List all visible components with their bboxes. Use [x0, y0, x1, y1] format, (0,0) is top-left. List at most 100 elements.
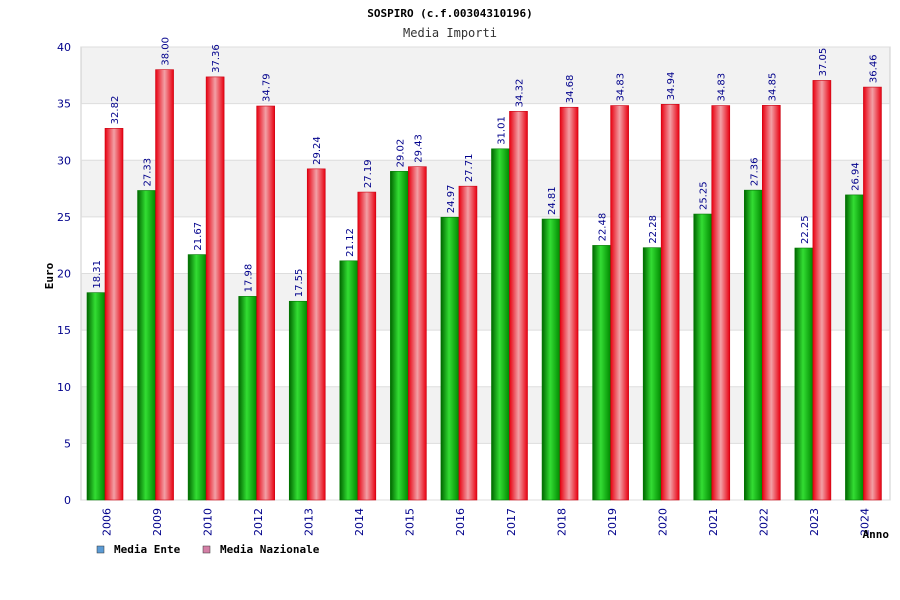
bar-media-nazionale-2009: [155, 69, 174, 501]
y-tick-label: 15: [57, 324, 71, 337]
bar-media-nazionale-2014: [357, 191, 377, 501]
data-label: 34.83: [717, 73, 728, 102]
y-tick-label: 0: [64, 494, 71, 507]
bar-media-ente-2022: [744, 189, 763, 501]
bar-media-nazionale-2012: [256, 105, 275, 501]
data-label: 22.28: [648, 215, 659, 244]
y-tick-label: 35: [57, 98, 71, 111]
legend-label-media-nazionale: Media Nazionale: [220, 543, 320, 556]
bar-media-ente-2017: [491, 148, 510, 501]
legend: Media Ente Media Nazionale: [96, 543, 320, 556]
x-tick-label: 2021: [707, 508, 720, 536]
y-tick-label: 30: [57, 154, 71, 167]
data-label: 37.36: [211, 44, 222, 73]
data-label: 21.12: [345, 228, 356, 257]
y-axis-ticks: 0 5 10 15 20 25 30 35 40: [57, 41, 71, 507]
bar-media-nazionale-2016: [458, 185, 478, 501]
bar-media-nazionale-2022: [762, 105, 781, 501]
bar-media-nazionale-2017: [509, 111, 528, 501]
y-tick-label: 5: [64, 437, 71, 450]
x-axis-label: Anno: [863, 528, 890, 541]
y-axis-label: Euro: [43, 262, 56, 289]
x-tick-label: 2018: [555, 508, 568, 536]
x-tick-label: 2023: [808, 508, 821, 536]
bar-media-ente-2024: [845, 194, 864, 501]
bar-media-ente-2019: [592, 245, 611, 501]
data-label: 36.46: [868, 54, 879, 83]
bar-media-ente-2009: [137, 190, 156, 501]
bar-media-nazionale-2021: [711, 105, 731, 501]
chart-subtitle: Media Importi: [403, 26, 497, 40]
data-label: 34.83: [616, 73, 627, 102]
bar-media-nazionale-2015: [408, 166, 427, 501]
data-label: 27.19: [363, 159, 374, 188]
bar-media-ente-2013: [288, 300, 308, 501]
x-tick-label: 2017: [505, 508, 518, 536]
data-label: 34.94: [666, 72, 677, 101]
bar-media-ente-2014: [339, 260, 359, 501]
bar-media-nazionale-2018: [559, 106, 579, 501]
data-label: 29.02: [395, 139, 406, 168]
bar-media-nazionale-2024: [863, 86, 882, 501]
bar-media-ente-2006: [86, 292, 106, 501]
chart-title: SOSPIRO (c.f.00304310196): [367, 7, 533, 20]
data-label: 18.31: [92, 260, 103, 289]
x-tick-label: 2014: [353, 508, 366, 536]
data-label: 29.24: [312, 136, 323, 165]
data-label: 32.82: [110, 96, 121, 125]
data-label: 17.98: [244, 264, 255, 293]
bar-media-ente-2012: [238, 296, 257, 501]
x-tick-label: 2009: [151, 508, 164, 536]
x-tick-label: 2006: [100, 508, 113, 536]
y-tick-label: 20: [57, 268, 71, 281]
bar-media-nazionale-2019: [610, 105, 629, 501]
data-label: 22.48: [598, 213, 609, 242]
data-label: 31.01: [497, 116, 508, 145]
data-label: 17.55: [294, 269, 305, 298]
bar-media-ente-2010: [187, 254, 207, 501]
x-tick-label: 2022: [758, 508, 771, 536]
y-tick-label: 40: [57, 41, 71, 54]
data-label: 27.33: [143, 158, 154, 187]
bar-media-ente-2021: [693, 213, 713, 501]
bar-media-nazionale-2006: [104, 128, 124, 501]
data-label: 24.81: [547, 186, 558, 215]
data-label: 34.85: [767, 73, 778, 102]
x-tick-label: 2013: [303, 508, 316, 536]
bar-media-nazionale-2013: [306, 168, 326, 501]
legend-swatch-media-ente: [96, 545, 105, 554]
data-label: 34.68: [565, 75, 576, 104]
x-tick-label: 2019: [606, 508, 619, 536]
x-tick-label: 2010: [201, 508, 214, 536]
bar-media-ente-2020: [642, 247, 662, 501]
bar-media-ente-2018: [541, 218, 561, 501]
data-label: 21.67: [193, 222, 204, 251]
x-tick-label: 2015: [404, 508, 417, 536]
legend-swatch-media-nazionale: [202, 545, 211, 554]
x-tick-label: 2016: [454, 508, 467, 536]
data-label: 27.36: [749, 158, 760, 187]
bars: 18.31 32.82 27.33 38.00 21.67 37.36 17.98 34.79…: [86, 37, 882, 501]
y-tick-label: 25: [57, 211, 71, 224]
x-tick-label: 2024: [859, 508, 872, 536]
data-label: 34.32: [515, 79, 526, 108]
x-tick-label: 2020: [656, 508, 669, 536]
legend-label-media-ente: Media Ente: [114, 543, 181, 556]
data-label: 34.79: [262, 73, 273, 102]
x-axis-ticks: 2006 2009 2010 2012 2013 2014 2015 2016 2017 2018…: [100, 508, 871, 536]
data-label: 26.94: [850, 162, 861, 191]
data-label: 22.25: [800, 215, 811, 244]
data-label: 37.05: [818, 48, 829, 77]
data-label: 25.25: [699, 181, 710, 210]
y-tick-label: 10: [57, 381, 71, 394]
data-label: 29.43: [413, 134, 424, 163]
bar-media-nazionale-2010: [205, 76, 225, 501]
bar-media-ente-2016: [440, 216, 460, 501]
data-label: 24.97: [446, 185, 457, 214]
x-tick-label: 2012: [252, 508, 265, 536]
bar-media-nazionale-2023: [812, 80, 832, 501]
bar-media-ente-2023: [794, 247, 814, 501]
data-label: 27.71: [464, 154, 475, 183]
data-label: 38.00: [161, 37, 172, 66]
